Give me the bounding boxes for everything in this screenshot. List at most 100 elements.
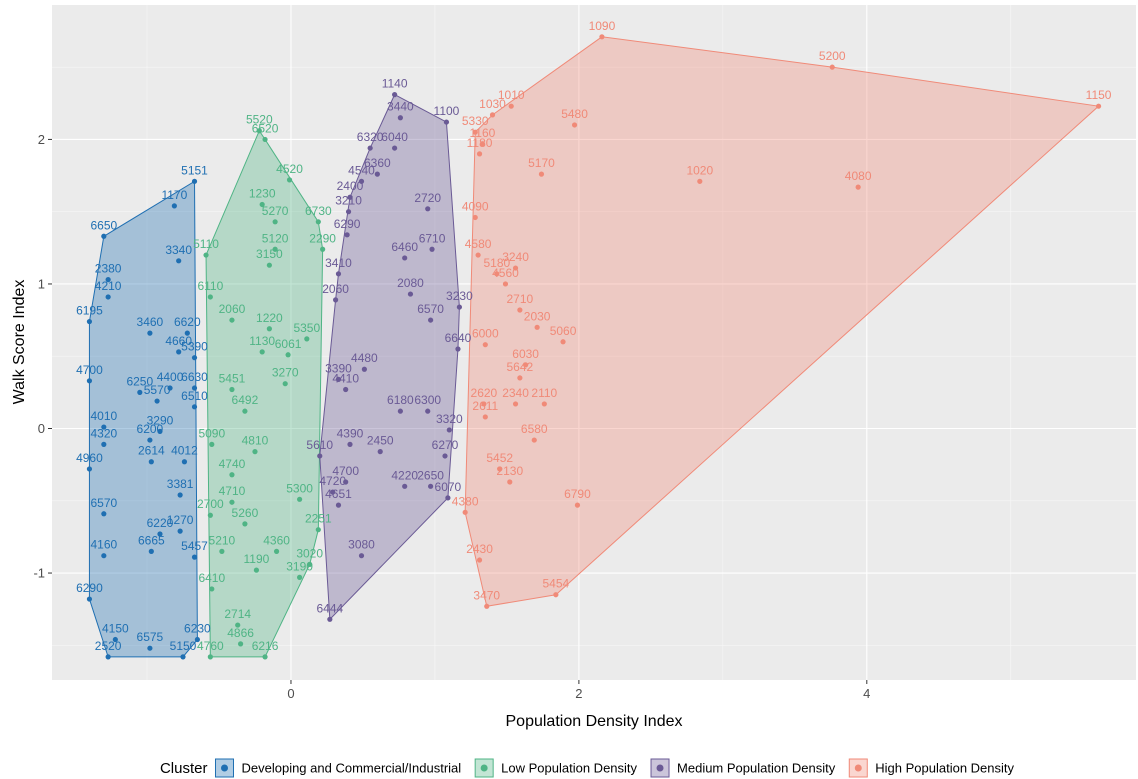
point — [176, 258, 182, 264]
point-label: 3150 — [256, 247, 283, 261]
point-label: 6061 — [275, 337, 302, 351]
point-label: 6070 — [435, 480, 462, 494]
point-label: 4220 — [391, 468, 418, 482]
point-label: 6195 — [76, 304, 103, 318]
point — [147, 645, 153, 651]
point — [855, 184, 861, 190]
point — [560, 339, 566, 345]
point-label: 6650 — [90, 218, 117, 232]
point — [484, 603, 490, 609]
point — [148, 459, 154, 465]
point — [266, 262, 272, 268]
point-label: 1010 — [498, 88, 525, 102]
point-label: 6200 — [137, 422, 164, 436]
point — [259, 201, 265, 208]
point-label: 2290 — [309, 231, 336, 245]
legend-label: Medium Population Density — [677, 761, 836, 776]
point-label: 4410 — [332, 371, 359, 385]
point — [315, 527, 321, 533]
legend-key-dot — [480, 764, 488, 772]
point — [482, 414, 488, 420]
point — [235, 622, 241, 628]
point — [320, 246, 326, 252]
point-label: 4010 — [90, 409, 117, 423]
point — [512, 401, 519, 407]
y-tick-label: -1 — [33, 566, 45, 581]
point — [507, 479, 513, 485]
point — [425, 408, 431, 414]
point-label: 1150 — [1086, 88, 1112, 102]
point — [272, 246, 278, 252]
point — [304, 336, 310, 342]
point-label: 4580 — [465, 237, 492, 251]
legend-label: Developing and Commercial/Industrial — [241, 761, 461, 776]
point-label: 4520 — [276, 162, 303, 176]
point — [508, 103, 514, 109]
point — [697, 178, 703, 184]
point — [347, 194, 353, 200]
point-label: 2400 — [337, 179, 364, 193]
point — [517, 375, 523, 381]
point-label: 3390 — [325, 361, 352, 375]
point-label: 2650 — [417, 468, 444, 482]
point — [191, 355, 198, 361]
point — [476, 151, 483, 157]
point — [374, 171, 380, 177]
point-label: 5454 — [542, 577, 569, 591]
point-label: 5610 — [306, 438, 333, 452]
point-label: 4080 — [845, 169, 872, 183]
point-label: 4012 — [171, 444, 198, 458]
point-label: 3190 — [286, 559, 313, 573]
point — [476, 557, 483, 563]
point — [392, 145, 398, 151]
point-label: 3240 — [502, 250, 529, 264]
point — [259, 349, 265, 355]
point-label: 3230 — [446, 289, 473, 303]
point — [207, 512, 213, 518]
point-label: 4320 — [90, 426, 117, 440]
legend-item: Low Population Density — [474, 758, 638, 778]
point-label: 5150 — [170, 639, 197, 653]
point-label: 3270 — [272, 366, 299, 380]
point — [191, 404, 198, 410]
point-label: 3410 — [325, 256, 352, 270]
point — [358, 553, 365, 559]
legend-label: High Population Density — [875, 761, 1014, 776]
point — [443, 119, 450, 125]
legend-title: Cluster — [160, 760, 208, 777]
point — [571, 122, 578, 128]
point — [425, 206, 431, 212]
point — [101, 511, 107, 517]
point-label: 5110 — [193, 237, 219, 251]
point-label: 2060 — [322, 282, 349, 296]
y-tick-label: 0 — [38, 421, 45, 436]
point-label: 2251 — [305, 512, 332, 526]
point — [157, 531, 163, 537]
point — [262, 654, 268, 660]
point — [455, 346, 461, 352]
point-label: 3080 — [348, 538, 375, 552]
point — [407, 291, 414, 297]
point-label: 5260 — [232, 506, 259, 520]
point-label: 2430 — [466, 542, 493, 556]
point-label: 3290 — [147, 413, 174, 427]
point-label: 6460 — [391, 240, 418, 254]
point-label: 1190 — [244, 552, 270, 566]
point — [191, 178, 198, 184]
point-label: 2611 — [472, 399, 498, 413]
point-label: 5452 — [486, 451, 513, 465]
point — [829, 64, 835, 70]
legend-item: High Population Density — [848, 758, 1015, 778]
point-label: 6410 — [198, 571, 225, 585]
point — [229, 386, 235, 393]
point-label: 2110 — [531, 386, 557, 400]
point-label: 6710 — [419, 231, 446, 245]
point — [105, 294, 111, 300]
point — [367, 145, 373, 151]
point — [282, 381, 288, 387]
point-label: 2614 — [138, 444, 165, 458]
point-label: 1090 — [589, 19, 616, 33]
point — [105, 277, 111, 283]
point — [494, 271, 500, 277]
